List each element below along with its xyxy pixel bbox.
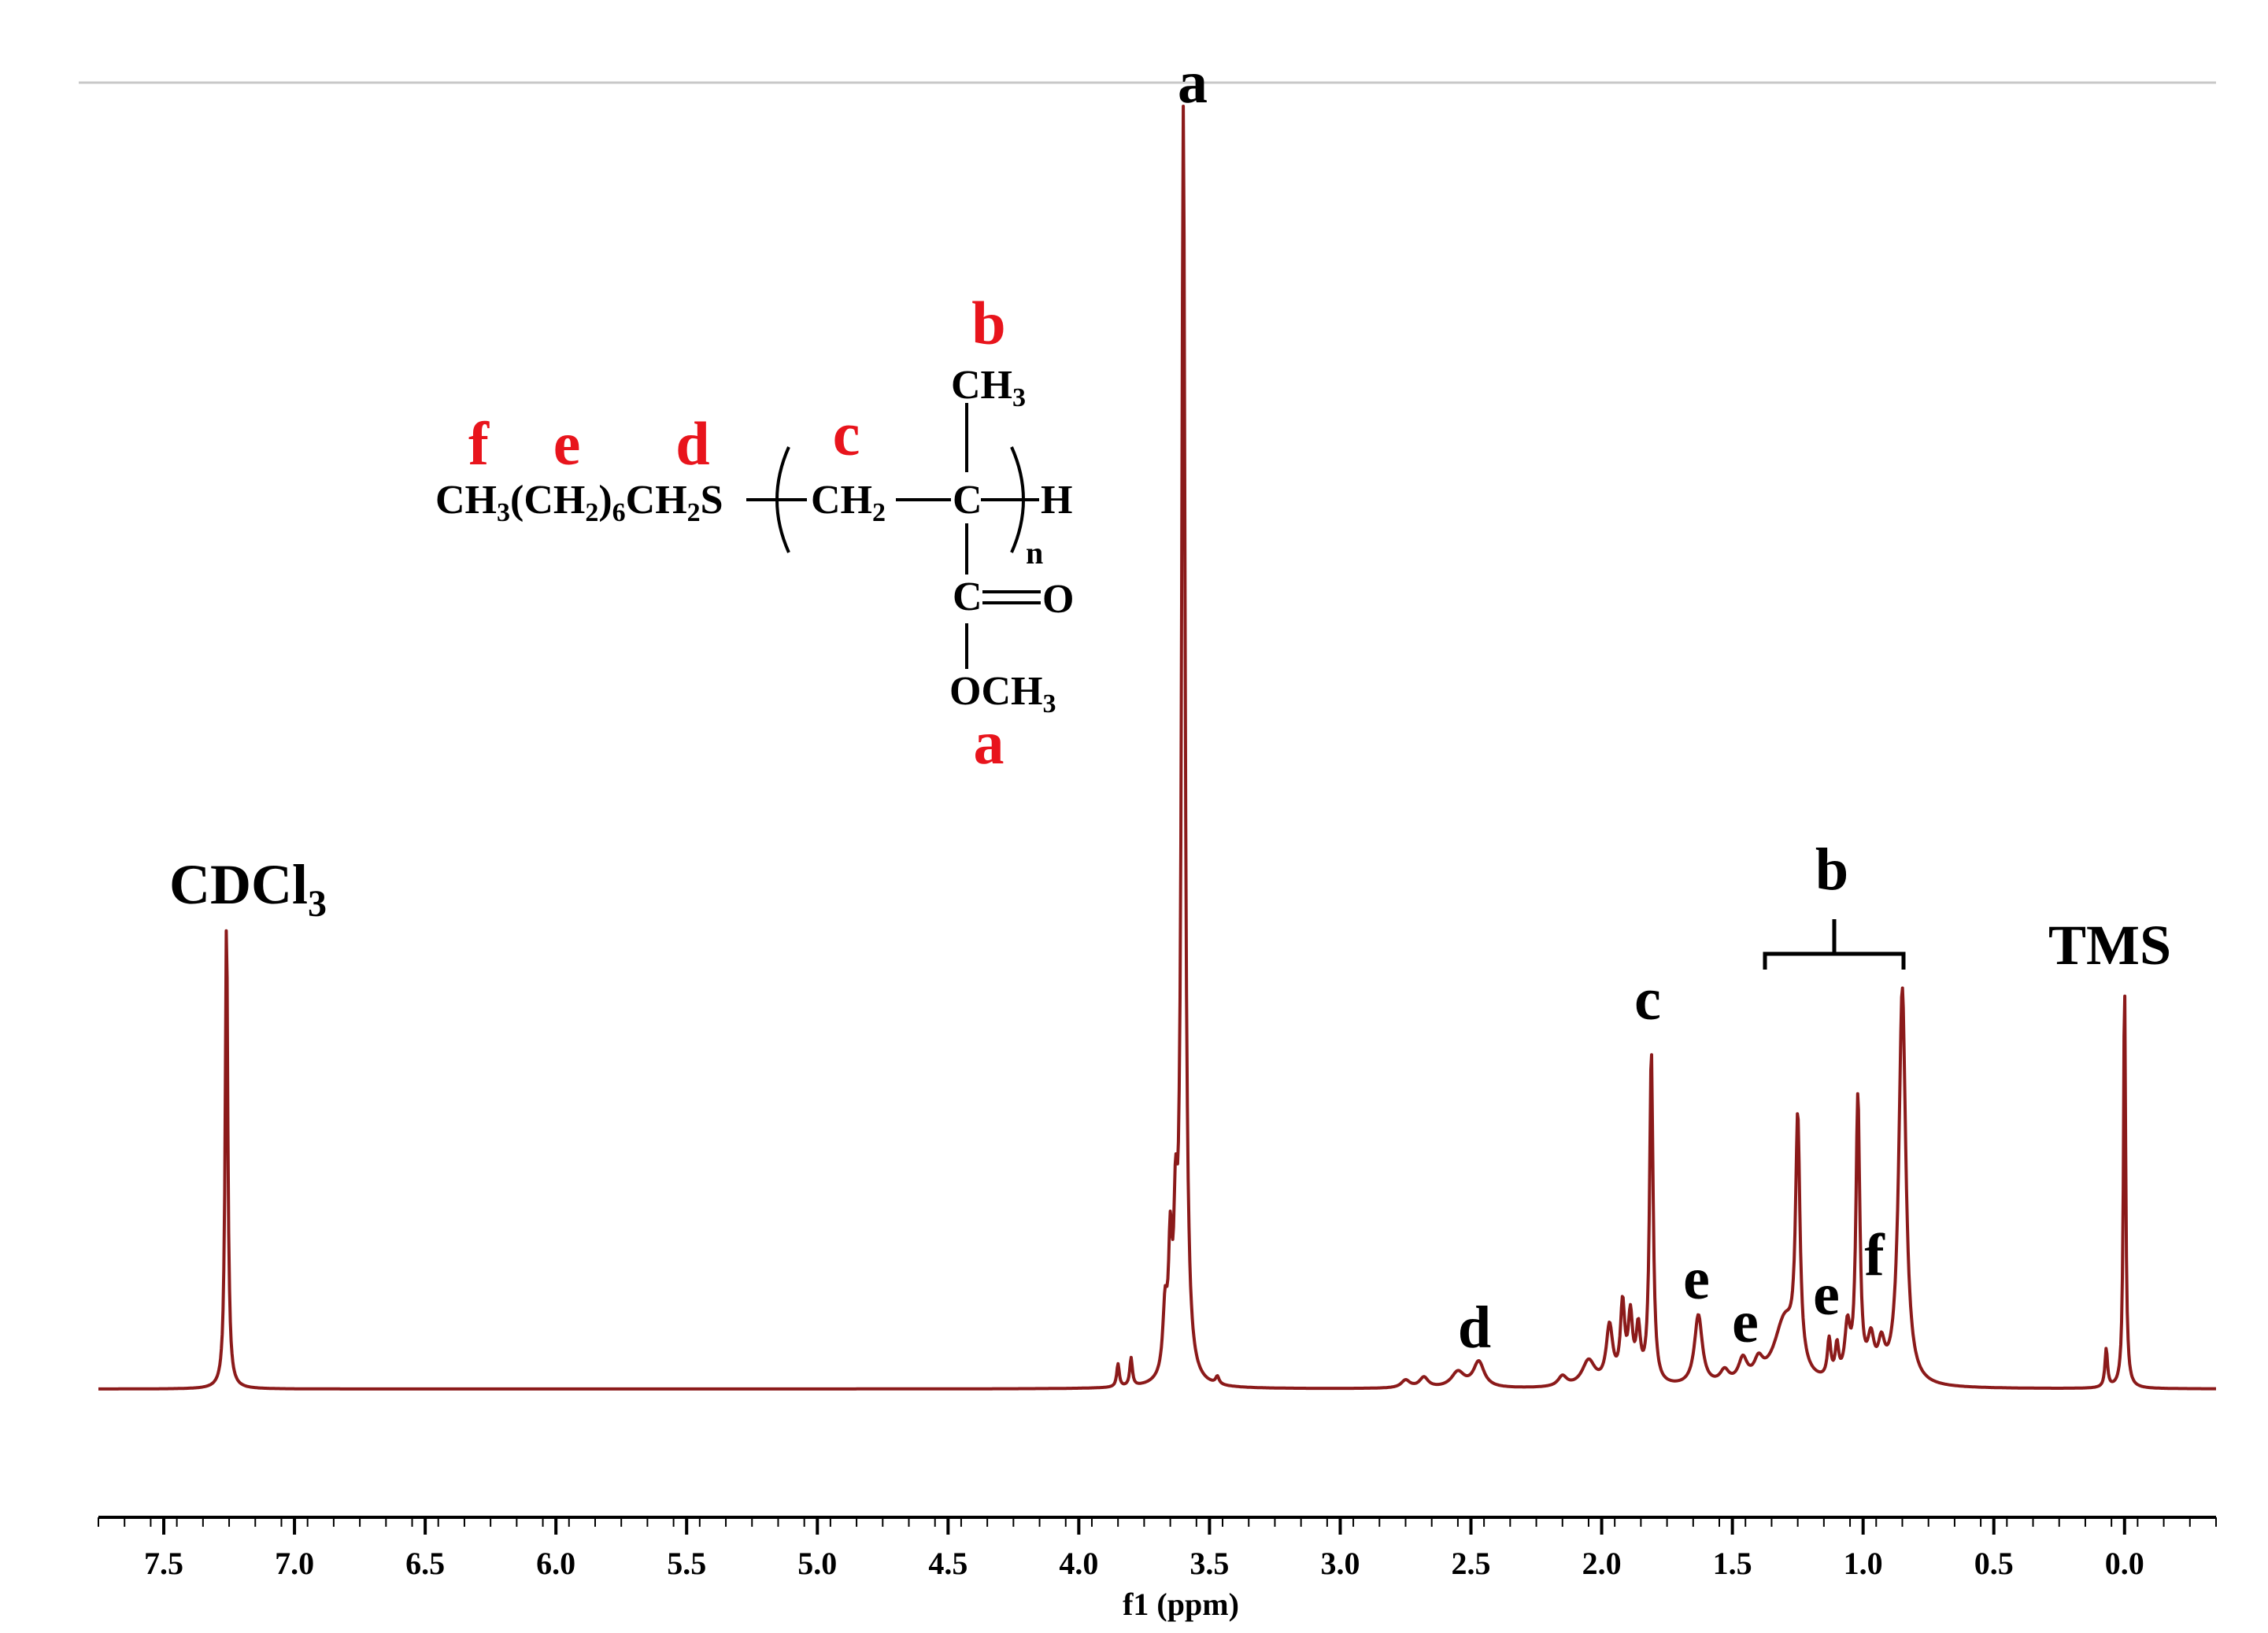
structure-quaternary-c: C xyxy=(953,478,982,523)
x-tick-label: 6.0 xyxy=(536,1546,575,1581)
x-tick-label: 2.5 xyxy=(1452,1546,1491,1581)
peak-label-f: f xyxy=(1864,1222,1885,1288)
x-tick-label: 3.5 xyxy=(1189,1546,1229,1581)
spectrum-series-line xyxy=(98,105,2217,1391)
x-tick-label: 5.5 xyxy=(667,1546,706,1581)
structure-chain-prefix: CH3(CH2)6CH2S xyxy=(435,478,723,527)
x-tick-label: 0.5 xyxy=(1974,1546,2014,1581)
x-tick-label: 4.5 xyxy=(928,1546,968,1581)
structure-label-a: a xyxy=(974,708,1005,777)
x-tick-label: 1.0 xyxy=(1844,1546,1883,1581)
structure-label-b: b xyxy=(971,289,1005,357)
peak-label-c: c xyxy=(1634,966,1661,1033)
x-tick-label: 7.5 xyxy=(144,1546,183,1581)
peak-label-d: d xyxy=(1458,1295,1491,1361)
x-axis-ticks xyxy=(98,1517,2217,1535)
x-axis-tick-labels: 7.5 7.0 6.5 6.0 5.5 5.0 4.5 4.0 3.5 3.0 2.5 2.0 1.5 1… xyxy=(144,1546,2144,1581)
x-tick-label: 2.0 xyxy=(1582,1546,1622,1581)
structure-methoxy: OCH3 xyxy=(949,669,1056,719)
x-tick-label: 3.0 xyxy=(1320,1546,1360,1581)
peak-label-b: b xyxy=(1815,837,1848,903)
peak-label-a: a xyxy=(1178,50,1208,116)
x-tick-label: 5.0 xyxy=(797,1546,837,1581)
structure-carbonyl-o: O xyxy=(1042,577,1074,622)
peak-b-bracket xyxy=(1763,919,1906,970)
peak-label-tms: TMS xyxy=(2048,914,2171,977)
structure-methyl: CH3 xyxy=(951,363,1026,412)
peak-label-e-2: e xyxy=(1732,1289,1759,1355)
x-tick-label: 7.0 xyxy=(275,1546,314,1581)
structure-label-e: e xyxy=(553,409,581,478)
peak-label-cdcl3: CDCl3 xyxy=(169,853,327,925)
x-tick-label: 6.5 xyxy=(405,1546,445,1581)
x-tick-label: 4.0 xyxy=(1059,1546,1098,1581)
x-axis-label: f1 (ppm) xyxy=(1123,1587,1239,1622)
structure-end-group: H xyxy=(1041,478,1072,523)
peak-label-e-1: e xyxy=(1683,1246,1710,1312)
x-tick-label: 1.5 xyxy=(1713,1546,1752,1581)
peak-label-e-3: e xyxy=(1813,1262,1840,1328)
structure-repeat-ch2: CH2 xyxy=(811,478,886,527)
structure-label-d: d xyxy=(675,409,709,478)
chemical-structure: f e d c b a CH3(CH2)6CH2S CH2 C H n CH3 … xyxy=(435,289,1074,777)
structure-carbonyl-c: C xyxy=(953,575,982,619)
structure-repeat-index: n xyxy=(1026,535,1043,571)
structure-label-f: f xyxy=(468,409,490,478)
structure-label-c: c xyxy=(833,400,860,468)
x-tick-label: 0.0 xyxy=(2105,1546,2144,1581)
